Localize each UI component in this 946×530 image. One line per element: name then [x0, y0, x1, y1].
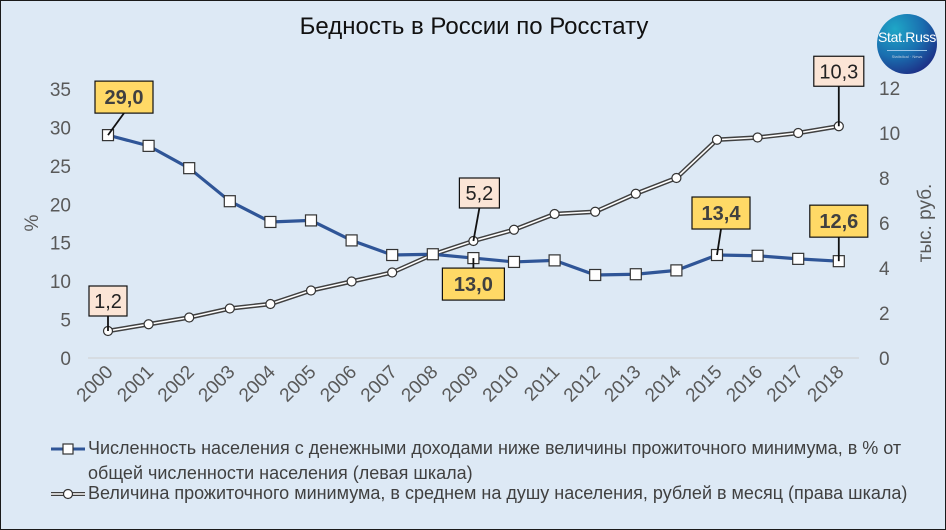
left-axis-label: %: [22, 214, 43, 231]
right-axis-tick: 6: [879, 214, 890, 235]
x-axis-tick: 2004: [235, 361, 280, 406]
svg-text:29,0: 29,0: [105, 87, 144, 109]
circle-marker: [305, 285, 317, 296]
data-label: 13,4: [691, 196, 751, 256]
x-axis-tick: 2008: [398, 362, 443, 407]
data-label: 12,6: [809, 204, 869, 262]
square-marker: [751, 249, 764, 262]
square-marker: [426, 248, 439, 261]
square-marker: [548, 254, 561, 267]
left-axis-tick: 25: [50, 157, 71, 178]
square-marker-line-icon: [51, 443, 85, 455]
square-marker: [589, 268, 602, 282]
left-axis-tick: 15: [50, 234, 71, 255]
circle-marker: [630, 188, 641, 199]
x-axis-tick: 2005: [276, 362, 321, 407]
square-marker: [670, 264, 683, 277]
circle-marker-line-icon: [51, 488, 85, 500]
right-axis-tick: 10: [879, 124, 900, 145]
left-axis-tick: 30: [50, 118, 71, 139]
x-axis-tick: 2003: [195, 362, 240, 407]
x-axis-tick: 2000: [73, 362, 118, 407]
stat-russ-logo: Stat.Russ Statistical · News: [877, 14, 937, 74]
x-axis-tick: 2007: [357, 362, 402, 407]
circle-marker: [671, 172, 682, 184]
x-axis-tick: 2013: [601, 362, 646, 407]
x-axis-tick: 2015: [682, 362, 727, 407]
logo-subtitle: Statistical · News: [891, 54, 923, 59]
legend-label-minimum: Величина прожиточного минимума, в средне…: [88, 483, 908, 503]
data-label: 1,2: [88, 285, 128, 331]
circle-marker: [387, 267, 398, 278]
right-axis-tick: 8: [879, 169, 890, 190]
x-axis-tick: 2011: [520, 362, 564, 406]
square-marker: [345, 234, 358, 247]
x-axis-tick: 2018: [804, 362, 849, 407]
svg-text:12,6: 12,6: [819, 211, 858, 233]
left-axis-tick: 10: [50, 272, 71, 293]
x-axis-tick: 2009: [438, 362, 483, 407]
square-marker: [183, 162, 196, 175]
svg-text:13,0: 13,0: [454, 274, 493, 296]
circle-marker: [549, 208, 560, 220]
square-marker: [507, 255, 521, 269]
right-axis-tick: 2: [879, 304, 890, 325]
svg-text:13,4: 13,4: [702, 203, 742, 225]
x-axis-tick: 2012: [560, 362, 605, 407]
circle-marker: [184, 312, 195, 323]
legend-label-poverty: Численность населения с денежными дохода…: [88, 438, 902, 483]
square-marker: [386, 248, 399, 262]
left-axis-tick: 35: [50, 80, 71, 101]
square-marker: [792, 252, 805, 265]
logo-divider: [887, 50, 927, 51]
logo-text: Stat.Russ: [878, 29, 936, 45]
circle-marker: [143, 319, 154, 330]
left-axis-tick: 5: [60, 311, 71, 332]
right-axis-tick: 4: [879, 259, 890, 280]
x-axis-tick: 2017: [763, 362, 808, 407]
x-axis-tick: 2014: [641, 361, 686, 406]
x-axis-tick: 2006: [316, 362, 361, 407]
circle-marker: [346, 276, 357, 287]
svg-text:1,2: 1,2: [94, 291, 122, 313]
data-label: 13,0: [441, 258, 505, 301]
x-axis-tick: 2002: [154, 362, 199, 407]
circle-marker: [793, 127, 804, 139]
circle-marker: [224, 303, 235, 314]
x-axis-tick: 2016: [722, 362, 767, 407]
x-axis-tick: 2001: [113, 362, 158, 407]
circle-marker: [590, 206, 601, 217]
x-axis-tick: 2010: [479, 362, 524, 407]
left-axis-tick: 0: [60, 349, 71, 370]
left-axis-tick: 20: [50, 195, 71, 216]
circle-marker: [508, 224, 520, 235]
right-axis-tick: 0: [879, 349, 890, 370]
square-marker: [304, 214, 318, 227]
data-label: 29,0: [94, 80, 154, 136]
data-label: 5,2: [458, 177, 500, 242]
square-marker: [264, 215, 277, 229]
square-marker: [223, 195, 236, 208]
circle-marker: [265, 298, 276, 310]
square-marker: [142, 139, 155, 152]
circle-marker: [752, 132, 763, 143]
right-axis-tick: 12: [879, 79, 900, 100]
circle-marker: [711, 134, 723, 145]
chart-title: Бедность в России по Росстату: [299, 13, 649, 40]
data-label: 10,3: [813, 55, 865, 127]
right-axis-label: тыс. руб.: [915, 184, 936, 263]
square-marker: [629, 268, 642, 281]
svg-text:10,3: 10,3: [819, 61, 858, 83]
svg-text:5,2: 5,2: [465, 183, 493, 205]
